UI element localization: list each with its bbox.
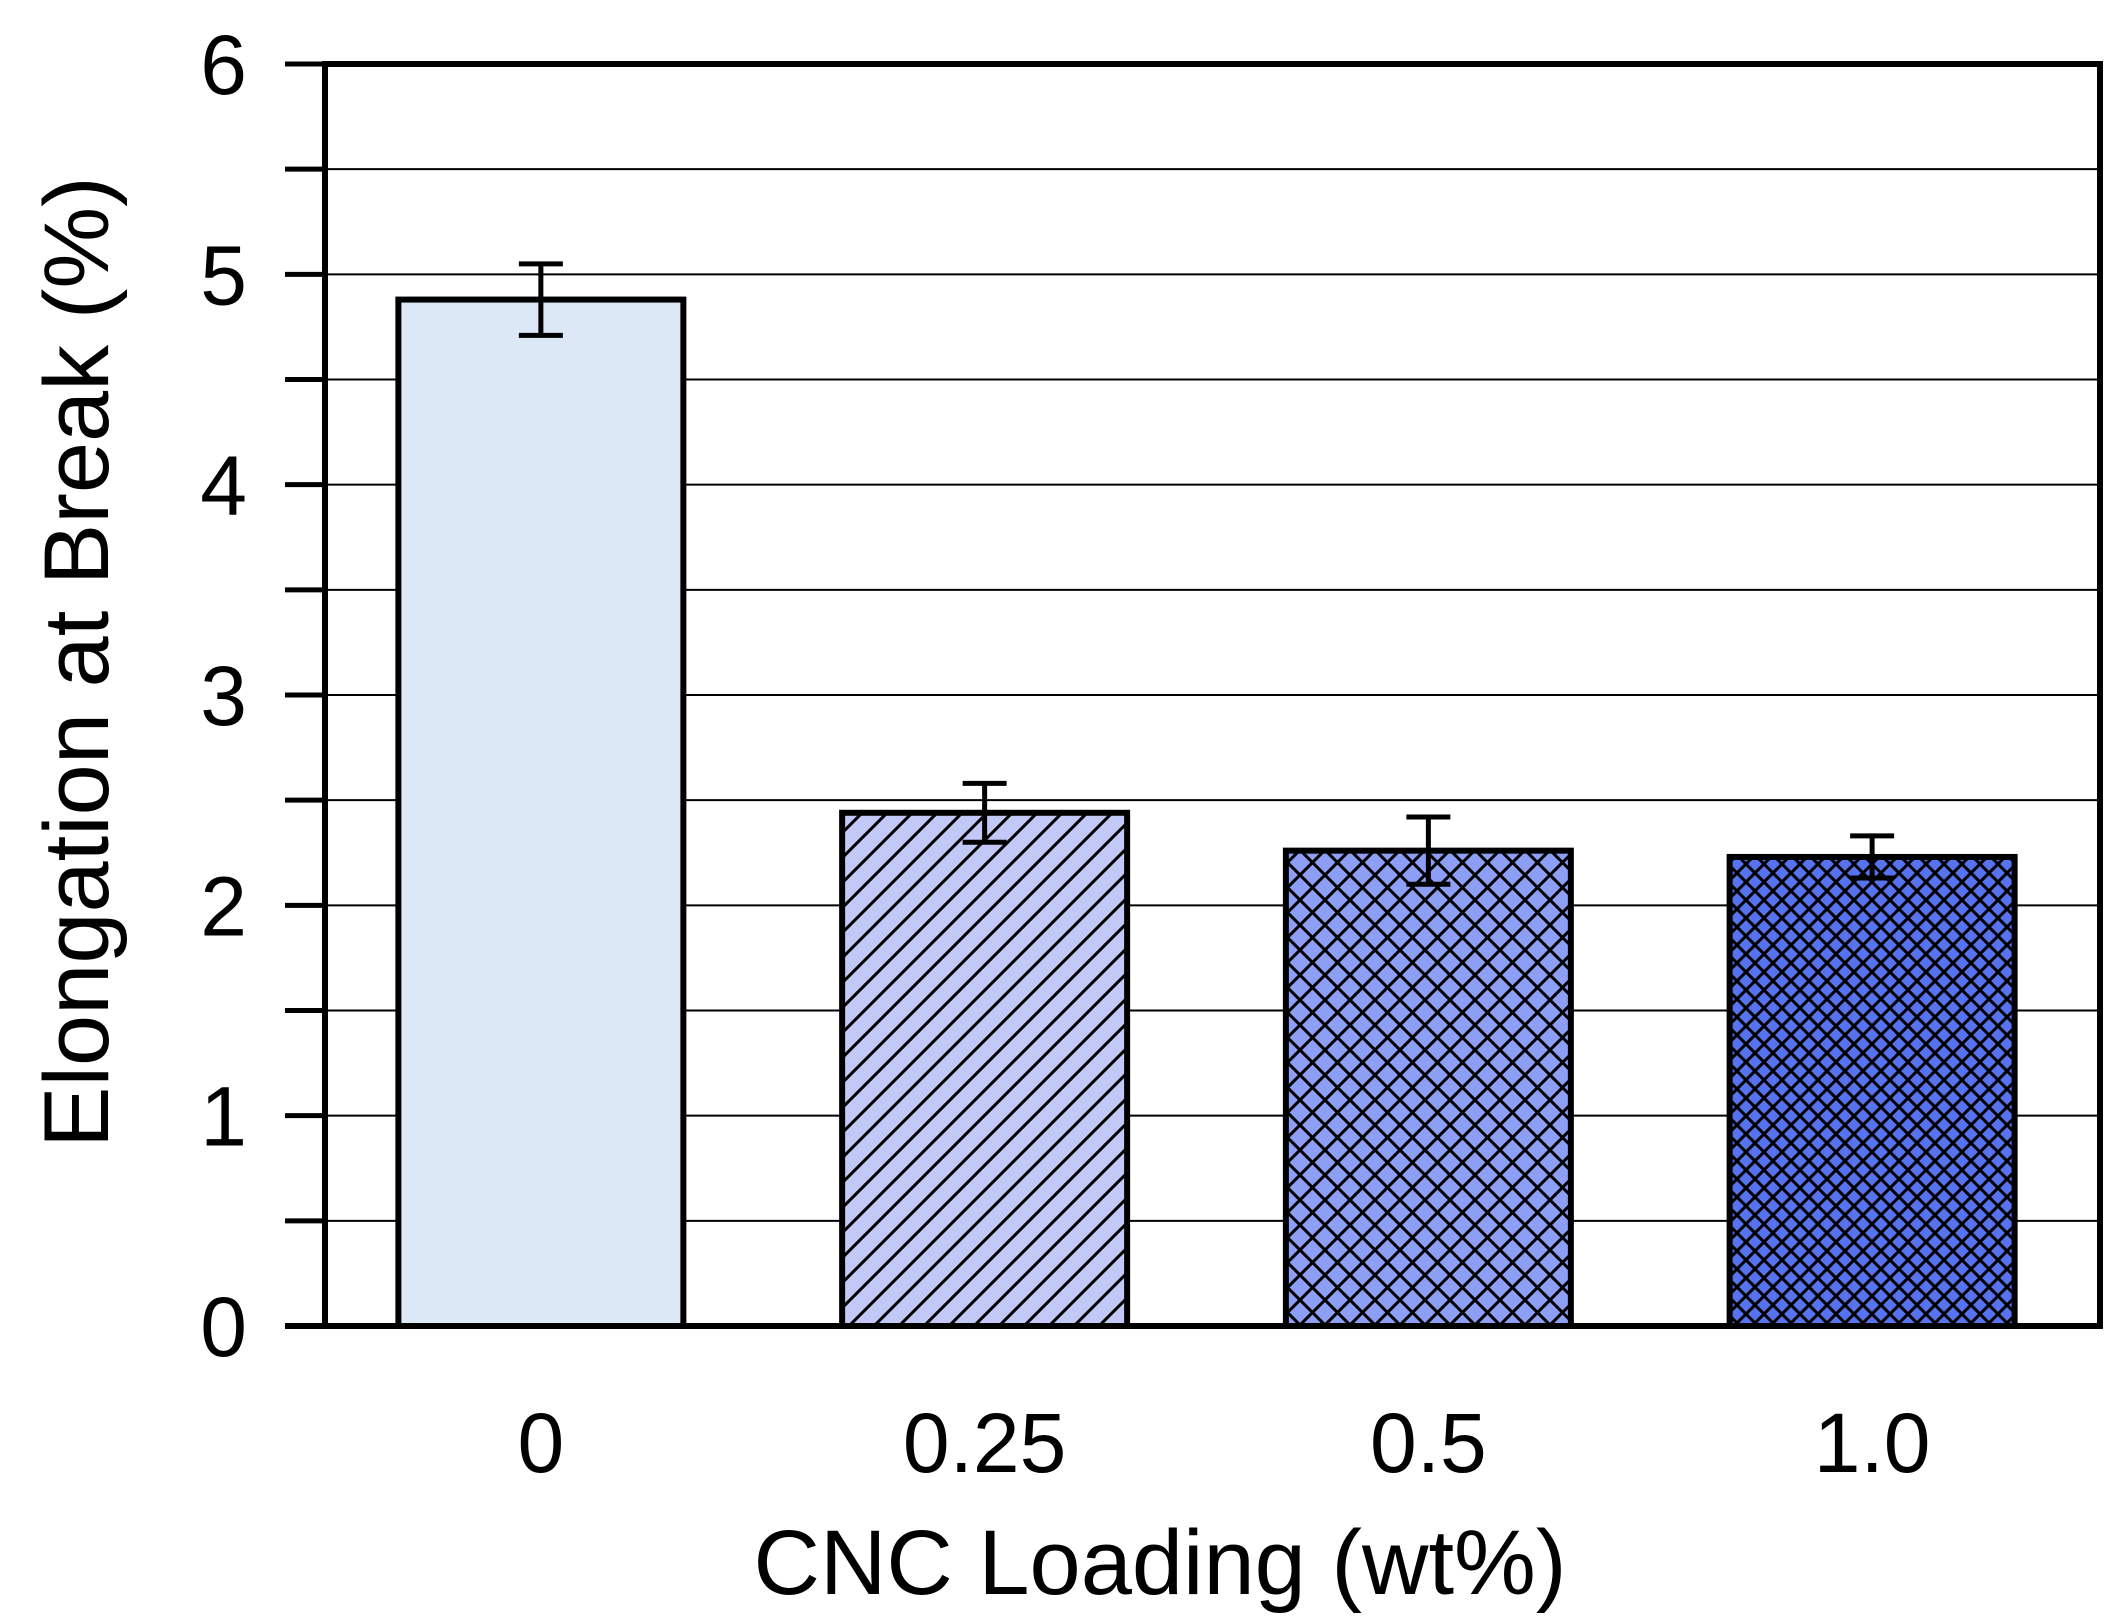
bar-1.0 bbox=[1726, 853, 2018, 1329]
x-tick-label: 0.25 bbox=[903, 1396, 1067, 1490]
x-tick-label: 0.5 bbox=[1370, 1396, 1487, 1490]
bar-0.5 bbox=[1282, 847, 1574, 1329]
y-tick-label: 5 bbox=[200, 228, 247, 322]
x-tick-label: 1.0 bbox=[1814, 1396, 1931, 1490]
y-tick-label: 2 bbox=[200, 859, 247, 953]
y-tick-label: 3 bbox=[200, 649, 247, 743]
axes bbox=[285, 61, 2103, 1329]
x-axis-title: CNC Loading (wt%) bbox=[754, 1512, 1567, 1614]
y-tick-label: 6 bbox=[200, 18, 247, 112]
y-tick-label: 0 bbox=[200, 1280, 247, 1374]
y-tick-label: 1 bbox=[200, 1070, 247, 1164]
x-tick-labels: 0 0.25 0.5 1.0 bbox=[518, 1396, 1931, 1490]
x-tick-label: 0 bbox=[518, 1396, 565, 1490]
y-tick-labels: 0 1 2 3 4 5 6 bbox=[200, 18, 247, 1374]
y-tick-label: 4 bbox=[200, 439, 247, 533]
bars bbox=[395, 296, 2018, 1329]
error-bars bbox=[518, 261, 1895, 887]
bar-0 bbox=[395, 296, 687, 1329]
y-axis-title: Elongation at Break (%) bbox=[26, 176, 128, 1148]
bar-0.25 bbox=[839, 809, 1131, 1329]
